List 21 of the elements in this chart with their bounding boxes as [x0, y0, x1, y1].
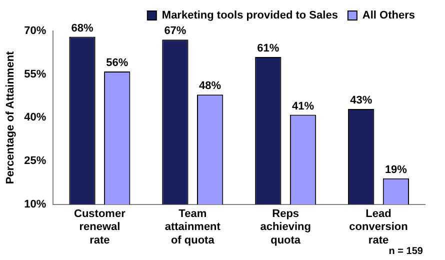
y-tick-label: 25% — [24, 155, 46, 168]
data-label: 56% — [106, 56, 128, 69]
y-axis-title: Percentage of Attainment — [4, 50, 17, 184]
y-tick-label: 55% — [24, 68, 46, 80]
data-label: 68% — [71, 22, 94, 34]
y-tick-label: 10% — [24, 198, 46, 210]
data-label: 19% — [384, 164, 408, 176]
x-tick-label: Reps achieving quota — [260, 208, 311, 246]
y-tick-label: 70% — [24, 25, 46, 38]
legend-label: All Others — [362, 10, 416, 22]
x-tick-label: Team attainment of quota — [164, 208, 221, 246]
x-tick-label: Customer renewal rate — [74, 208, 126, 246]
y-tick-label: 40% — [24, 112, 46, 124]
data-label: 41% — [292, 100, 314, 112]
data-label: 61% — [257, 42, 280, 55]
data-label: 67% — [164, 25, 186, 38]
legend-label: Marketing tools provided to Sales — [162, 10, 338, 22]
data-label: 43% — [350, 94, 372, 107]
x-tick-label: Lead conversion rate — [349, 208, 408, 246]
data-label: 48% — [199, 80, 222, 92]
text: n = 159 — [388, 246, 423, 257]
